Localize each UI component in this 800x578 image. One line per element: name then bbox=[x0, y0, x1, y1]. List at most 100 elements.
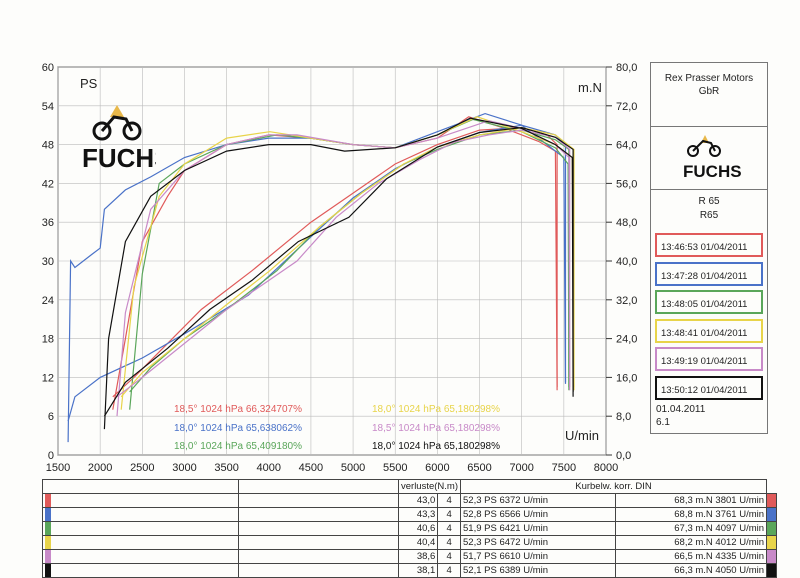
right-axis-label: m.N bbox=[578, 80, 602, 95]
power-curve-2 bbox=[67, 112, 567, 443]
run-entry-2: 13:47:28 01/04/2011 bbox=[655, 261, 763, 286]
fuchs-logo: FUCHS bbox=[80, 103, 172, 175]
y-right-tick-label: 0,0 bbox=[616, 450, 631, 462]
row-torque: 67,3 m.N 4097 U/min bbox=[615, 521, 768, 536]
x-tick-label: 4500 bbox=[299, 462, 323, 474]
y-right-tick-label: 8,0 bbox=[616, 411, 631, 423]
x-tick-label: 2500 bbox=[130, 462, 154, 474]
power-curve-3 bbox=[129, 118, 570, 410]
torque-curve-2 bbox=[67, 124, 567, 422]
model-code: R65 bbox=[699, 210, 719, 221]
row-torque: 66,5 m.N 4335 U/min bbox=[615, 549, 768, 564]
x-tick-label: 4000 bbox=[257, 462, 281, 474]
table-row: 40,6 4 51,9 PS 6421 U/min 67,3 m.N 4097 U/m… bbox=[42, 521, 778, 536]
x-tick-label: 1500 bbox=[46, 462, 70, 474]
row-empty bbox=[238, 563, 399, 578]
row-loss: 38,1 bbox=[397, 563, 439, 578]
legend-entry-3: 18,0° 1024 hPa 65,409180% bbox=[174, 441, 302, 452]
info-panel: Rex Prasser Motors GbR FUCHS R 65 R65 13… bbox=[650, 62, 768, 434]
row-swatch-right bbox=[766, 507, 778, 522]
run-entry-1: 13:46:53 01/04/2011 bbox=[655, 233, 763, 257]
panel-logo-box: FUCHS bbox=[651, 126, 767, 190]
x-tick-label: 3500 bbox=[214, 462, 238, 474]
curves bbox=[67, 112, 575, 443]
y-right-tick-label: 16,0 bbox=[616, 372, 637, 384]
legend-entry-6: 18,0° 1024 hPa 65,180298% bbox=[372, 441, 500, 452]
row-loss: 40,4 bbox=[397, 535, 439, 550]
y-right-tick-label: 72,0 bbox=[616, 101, 637, 113]
torque-curve-4 bbox=[120, 126, 575, 398]
run-entry-3: 13:48:05 01/04/2011 bbox=[655, 290, 763, 314]
row-swatch bbox=[42, 549, 239, 564]
row-swatch-right bbox=[766, 549, 778, 564]
y-left-tick-label: 6 bbox=[48, 411, 54, 423]
y-right-tick-label: 48,0 bbox=[616, 217, 637, 229]
y-right-tick-label: 56,0 bbox=[616, 178, 637, 190]
x-tick-label: 2000 bbox=[88, 462, 112, 474]
test-date: 01.04.2011 bbox=[656, 404, 706, 415]
row-loss: 40,6 bbox=[397, 521, 439, 536]
run-entry-6: 13:50:12 01/04/2011 bbox=[655, 375, 763, 400]
row-power: 52,8 PS 6566 U/min bbox=[460, 507, 617, 522]
left-axis-label: PS bbox=[80, 76, 98, 91]
y-right-tick-label: 80,0 bbox=[616, 62, 637, 74]
run-entry-5: 13:49:19 01/04/2011 bbox=[655, 347, 763, 371]
legend-entry-2: 18,0° 1024 hPa 65,638062% bbox=[174, 423, 302, 434]
row-torque: 68,3 m.N 3801 U/min bbox=[615, 493, 768, 508]
x-tick-label: 6500 bbox=[467, 462, 491, 474]
row-torque: 68,2 m.N 4012 U/min bbox=[615, 535, 768, 550]
y-left-tick-label: 0 bbox=[48, 450, 54, 462]
row-count: 4 bbox=[437, 549, 462, 564]
row-swatch bbox=[42, 535, 239, 550]
table-row: 43,0 4 52,3 PS 6372 U/min 68,3 m.N 3801 U/m… bbox=[42, 493, 778, 508]
power-curve-4 bbox=[120, 116, 575, 410]
x-tick-label: 6000 bbox=[425, 462, 449, 474]
row-swatch-right bbox=[766, 493, 778, 508]
row-swatch-right bbox=[766, 563, 778, 578]
x-tick-label: 3000 bbox=[172, 462, 196, 474]
legend-entry-5: 18,5° 1024 hPa 65,180298% bbox=[372, 423, 500, 434]
model-name: R 65 bbox=[698, 196, 720, 207]
row-loss: 43,3 bbox=[397, 507, 439, 522]
table-row: 38,6 4 51,7 PS 6610 U/min 66,5 m.N 4335 U/m… bbox=[42, 549, 778, 564]
table-header-row: verluste(N.m) Kurbelw. korr. DIN bbox=[42, 479, 777, 494]
y-left-tick-label: 42 bbox=[42, 178, 54, 190]
y-left-tick-label: 18 bbox=[42, 334, 54, 346]
y-left-tick-label: 24 bbox=[42, 295, 54, 307]
table-row: 43,3 4 52,8 PS 6566 U/min 68,8 m.N 3761 U/m… bbox=[42, 507, 778, 522]
row-count: 4 bbox=[437, 521, 462, 536]
y-right-tick-label: 24,0 bbox=[616, 334, 637, 346]
row-count: 4 bbox=[437, 535, 462, 550]
legend-entry-1: 18,5° 1024 hPa 66,324707% bbox=[174, 404, 302, 415]
row-empty bbox=[238, 535, 399, 550]
y-left-tick-label: 54 bbox=[42, 101, 54, 113]
row-count: 4 bbox=[437, 507, 462, 522]
power-curve-5 bbox=[116, 120, 571, 417]
row-count: 4 bbox=[437, 493, 462, 508]
logo-triangle-icon bbox=[110, 105, 124, 117]
y-left-tick-label: 30 bbox=[42, 256, 54, 268]
logo-text: FUCHS bbox=[82, 143, 156, 173]
y-left-tick-label: 12 bbox=[42, 372, 54, 384]
y-left-tick-label: 60 bbox=[42, 62, 54, 74]
legend-entry-4: 18,0° 1024 hPa 65,180298% bbox=[372, 404, 500, 415]
row-torque: 68,8 m.N 3761 U/min bbox=[615, 507, 768, 522]
power-curve-6 bbox=[103, 117, 574, 430]
y-left-tick-label: 36 bbox=[42, 217, 54, 229]
x-tick-label: 5500 bbox=[383, 462, 407, 474]
x-axis-label: U/min bbox=[565, 428, 599, 443]
legend: 18,5° 1024 hPa 66,324707% 18,0° 1024 hPa … bbox=[174, 404, 500, 452]
run-entry-4: 13:48:41 01/04/2011 bbox=[655, 318, 763, 343]
row-swatch bbox=[42, 521, 239, 536]
row-loss: 38,6 bbox=[397, 549, 439, 564]
header-verluste: verluste(N.m) bbox=[397, 479, 462, 494]
ticks: 1500 2000 2500 3000 3500 4000 4500 5000 5500 6000… bbox=[42, 62, 638, 474]
row-power: 51,7 PS 6610 U/min bbox=[460, 549, 617, 564]
company-name: Rex Prasser Motors bbox=[664, 73, 754, 84]
results-table: verluste(N.m) Kurbelw. korr. DIN 43,0 4 52… bbox=[42, 479, 778, 578]
row-swatch bbox=[42, 563, 239, 578]
software-version: 6.1 bbox=[656, 417, 670, 428]
header-kurbel: Kurbelw. korr. DIN bbox=[460, 479, 768, 494]
table-row: 40,4 4 52,3 PS 6472 U/min 68,2 m.N 4012 U/m… bbox=[42, 535, 778, 550]
